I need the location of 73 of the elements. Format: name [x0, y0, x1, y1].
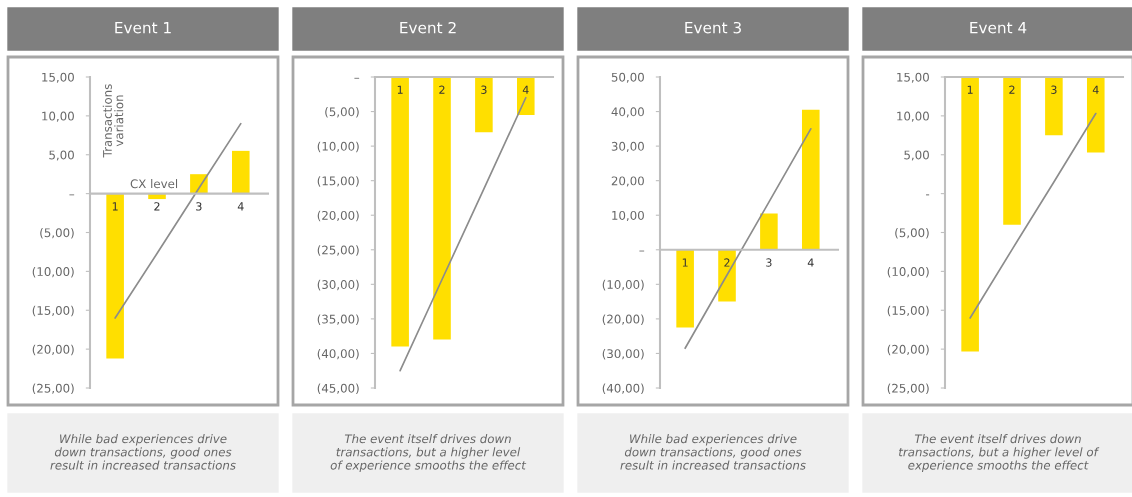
y-tick-label: 5,00: [904, 150, 929, 161]
chart-title: Event 4: [970, 22, 1027, 34]
bar: [106, 193, 124, 359]
x-tick-label: 2: [724, 258, 730, 267]
x-tick-label: 3: [1051, 85, 1057, 94]
y-tick-label: 15,00: [42, 72, 74, 83]
y-tick-label: (40,00): [602, 383, 644, 395]
x-tick-label: 1: [397, 85, 403, 94]
y-tick-label: (5,00): [895, 228, 929, 239]
bar: [231, 150, 250, 194]
x-tick-label: 4: [807, 258, 814, 267]
line-series: [969, 112, 1097, 319]
y-tick-label: 10,00: [612, 210, 644, 222]
x-tick-label: 4: [1092, 85, 1099, 94]
y-tick-label: (30,00): [317, 279, 359, 291]
x-tick-label: 1: [682, 258, 688, 267]
chart-title: Event 2: [400, 21, 456, 34]
y-tick-label: (20,00): [317, 210, 359, 222]
text: While bad experiences drive down transactions, good ones result in increased transactions: [620, 434, 806, 470]
y-tick-label: (5,00): [325, 107, 359, 118]
y-tick-label: (25,00): [317, 245, 359, 256]
x-tick-label: 4: [522, 85, 529, 94]
x-tick-label: 3: [481, 85, 487, 94]
y-tick-label: (15,00): [887, 305, 929, 317]
x-tick-label: 1: [967, 85, 973, 94]
y-tick-label: (30,00): [602, 348, 644, 360]
bar: [760, 213, 778, 250]
y-tick-label: (10,00): [317, 141, 359, 153]
y-tick-label: 10,00: [42, 111, 74, 122]
bar: [718, 249, 736, 302]
line-series: [399, 96, 527, 372]
y-tick-label: 5,00: [49, 150, 74, 161]
y-tick-label: –: [354, 77, 360, 79]
y-tick-label: (35,00): [317, 314, 359, 325]
y-tick-label: (45,00): [317, 383, 359, 395]
chart-title: Event 3: [685, 21, 741, 34]
chart-title: Event 1: [115, 22, 171, 34]
y-tick-label: (25,00): [32, 383, 74, 395]
y-tick-label: -: [926, 194, 930, 196]
y-tick-label: (15,00): [317, 176, 359, 187]
x-tick-label: 2: [1009, 85, 1015, 94]
y-tick-label: 30,00: [611, 141, 644, 152]
text: The event itself drives down transactions, but a higher level of experience smooths the effect: [330, 434, 527, 472]
x-axis-title: CX level: [130, 179, 178, 189]
y-tick-label: (20,00): [32, 344, 74, 356]
x-tick-label: 1: [112, 202, 118, 211]
bar: [676, 249, 694, 328]
x-tick-label: 4: [237, 202, 244, 211]
y-tick-label: (10,00): [887, 266, 929, 278]
y-tick-label: (15,00): [32, 305, 74, 317]
y-tick-label: (20,00): [602, 314, 644, 325]
line-series: [684, 127, 812, 350]
y-tick-label: 15,00: [897, 72, 929, 83]
y-tick-label: 20,00: [611, 176, 644, 187]
y-tick-label: –: [639, 250, 645, 252]
text: While bad experiences drive down transactions, good ones result in increased transactions: [50, 434, 236, 470]
y-tick-label: (25,00): [887, 383, 929, 395]
x-tick-label: 3: [766, 258, 772, 267]
bar: [801, 109, 820, 250]
y-axis-title: Transactions variation: [102, 84, 124, 158]
y-tick-label: 50,00: [611, 72, 644, 83]
text: The event itself drives down transactions, but a higher level of experience smooths the effect: [899, 434, 1100, 472]
y-tick-label: 40,00: [611, 107, 644, 118]
y-tick-label: –: [69, 194, 75, 196]
x-tick-label: 3: [196, 202, 202, 211]
y-tick-label: (10,00): [32, 266, 74, 278]
y-tick-label: (5,00): [40, 228, 74, 239]
y-tick-label: (20,00): [887, 344, 929, 356]
y-tick-label: 10,00: [897, 111, 929, 122]
y-tick-label: (40,00): [317, 348, 359, 360]
x-tick-label: 2: [439, 85, 445, 94]
y-tick-label: (10,00): [602, 279, 644, 291]
x-tick-label: 2: [154, 202, 160, 211]
